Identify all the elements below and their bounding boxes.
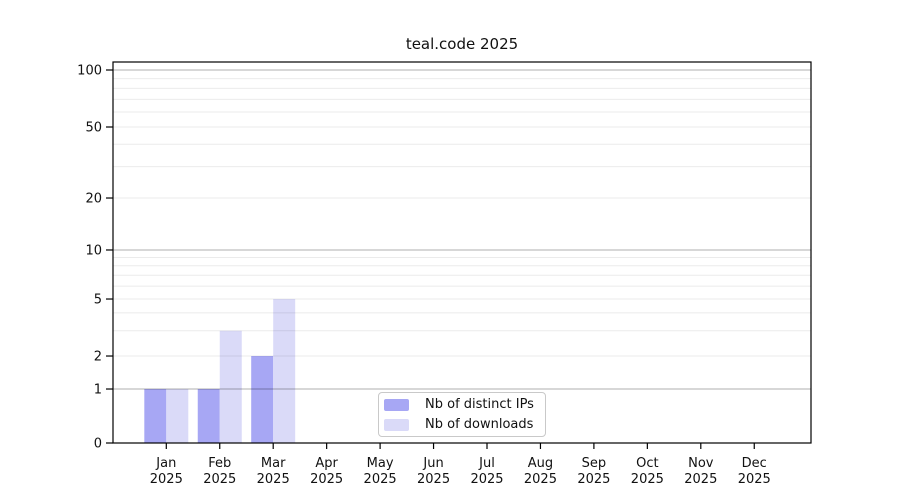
x-tick-label-month: Oct xyxy=(636,456,658,471)
legend-label-distinct-ips: Nb of distinct IPs xyxy=(425,397,534,412)
x-tick-label-month: Sep xyxy=(582,456,607,471)
bar-feb-distinct-ips xyxy=(197,389,220,443)
x-tick-label-month: Apr xyxy=(315,456,338,471)
legend-box: Nb of distinct IPs Nb of downloads xyxy=(378,392,546,437)
x-tick-label-year: 2025 xyxy=(203,472,236,487)
x-tick-label-year: 2025 xyxy=(738,472,771,487)
x-tick-label-year: 2025 xyxy=(577,472,610,487)
legend-item-distinct-ips: Nb of distinct IPs xyxy=(384,396,545,414)
bar-jan-distinct-ips xyxy=(144,389,167,443)
legend-item-downloads: Nb of downloads xyxy=(384,416,545,434)
x-tick-label-month: Jun xyxy=(422,456,443,471)
legend-label-downloads: Nb of downloads xyxy=(425,417,534,432)
x-tick-label-month: Nov xyxy=(688,456,714,471)
bar-feb-downloads xyxy=(219,330,242,443)
x-tick-label-year: 2025 xyxy=(417,472,450,487)
bar-jan-downloads xyxy=(166,389,189,443)
bars-group xyxy=(144,299,296,443)
bar-mar-downloads xyxy=(273,299,296,443)
x-tick-label-month: May xyxy=(367,456,394,471)
y-tick-label: 2 xyxy=(94,350,102,365)
y-tick-label: 5 xyxy=(94,293,102,308)
x-tick-label-month: Jan xyxy=(155,456,176,471)
bar-mar-distinct-ips xyxy=(251,356,274,443)
x-tick-label-month: Dec xyxy=(742,456,767,471)
y-tick-label: 20 xyxy=(85,192,102,207)
x-tick-label-month: Feb xyxy=(208,456,231,471)
chart-title: teal.code 2025 xyxy=(405,35,519,53)
plot-border xyxy=(112,61,812,444)
y-tick-label: 1 xyxy=(94,383,102,398)
x-tick-label-year: 2025 xyxy=(257,472,290,487)
gridlines-group xyxy=(113,69,811,390)
x-tick-label-year: 2025 xyxy=(150,472,183,487)
legend-swatch-distinct-ips-icon xyxy=(384,398,409,411)
x-tick-label-year: 2025 xyxy=(631,472,664,487)
x-tick-label-year: 2025 xyxy=(310,472,343,487)
x-tick-label-month: Aug xyxy=(528,456,553,471)
x-tick-label-year: 2025 xyxy=(684,472,717,487)
legend-swatch-downloads-icon xyxy=(384,418,409,431)
x-tick-label-year: 2025 xyxy=(524,472,557,487)
y-tick-label: 10 xyxy=(85,243,102,258)
y-tick-label: 50 xyxy=(85,120,102,135)
x-tick-label-month: Mar xyxy=(261,456,286,471)
y-tick-label: 0 xyxy=(94,437,102,452)
y-tick-label: 100 xyxy=(77,64,102,79)
x-axis-group: Jan2025Feb2025Mar2025Apr2025May2025Jun20… xyxy=(150,443,771,487)
x-tick-label-month: Jul xyxy=(478,456,495,471)
x-tick-label-year: 2025 xyxy=(470,472,503,487)
y-axis-group: 0 1 2 5 10 20 50 100 xyxy=(77,64,113,452)
x-tick-label-year: 2025 xyxy=(364,472,397,487)
